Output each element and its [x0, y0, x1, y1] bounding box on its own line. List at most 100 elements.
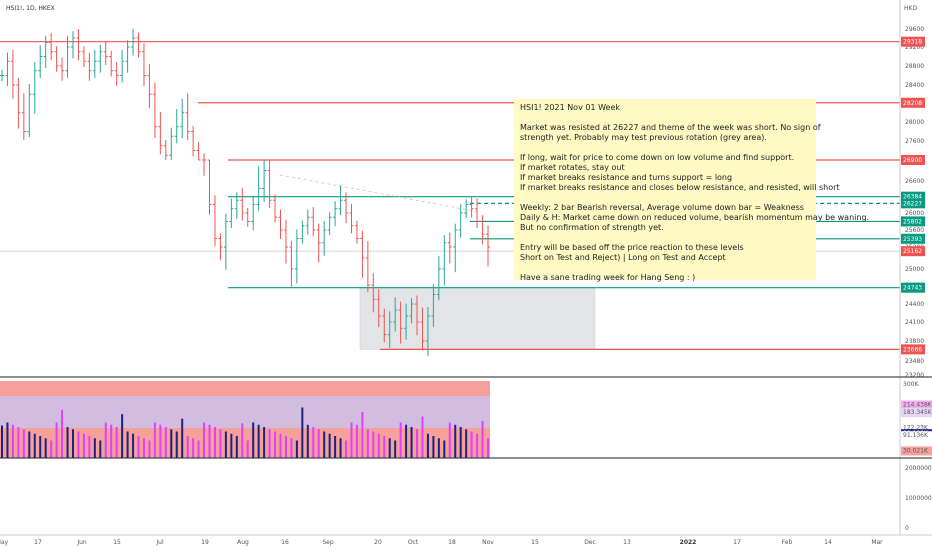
volume-bar: [142, 438, 145, 458]
time-tick-label: May: [0, 539, 9, 546]
time-tick-label: Jul: [155, 539, 164, 546]
time-tick-label: 2022: [680, 539, 697, 546]
oi-axis-label: 1000000: [905, 495, 932, 502]
volume-bar: [82, 433, 85, 458]
volume-bar: [421, 416, 424, 458]
volume-bar: [454, 424, 457, 458]
note-line: strength yet. Probably may test previous…: [520, 133, 767, 142]
volume-bar: [257, 424, 260, 458]
price-tick-label: 29200: [905, 44, 924, 51]
price-tick-label: 24400: [905, 301, 924, 308]
time-tick-label: 13: [623, 539, 631, 546]
price-tick-label: 29600: [905, 26, 924, 33]
time-tick-label: 15: [113, 539, 121, 546]
volume-bar: [99, 440, 102, 458]
volume-bar: [213, 427, 216, 458]
volume-bar: [235, 436, 238, 458]
level-tag-text: 23666: [903, 346, 922, 353]
level-tag-text: 26900: [903, 157, 922, 164]
time-tick-label: Mar: [871, 539, 883, 546]
volume-bar: [203, 422, 206, 458]
candles: [0, 29, 490, 356]
oi-axis: 2000000 1000000 0: [905, 465, 932, 532]
volume-bar: [405, 424, 408, 458]
volume-bar: [487, 438, 489, 458]
volume-bar: [17, 427, 20, 458]
note-line: If market breaks resistance and closes b…: [520, 183, 840, 192]
analysis-note[interactable]: HSI1! 2021 Nov 01 Week Market was resiste…: [514, 99, 869, 282]
volume-axis-label: 300K: [903, 381, 919, 388]
level-tag-text: 29318: [903, 39, 922, 46]
price-tick-label: 23800: [905, 338, 924, 345]
price-tick-label: 24100: [905, 319, 924, 326]
volume-axis-label: 122.23K: [903, 424, 929, 431]
time-tick-label: Sep: [322, 539, 334, 546]
volume-bar: [274, 431, 277, 458]
volume-bar: [328, 433, 331, 458]
volume-bar: [317, 429, 320, 458]
volume-bar: [301, 407, 304, 458]
volume-tag: [901, 431, 932, 441]
volume-bar: [470, 431, 473, 458]
volume-axis-label: 183.345K: [903, 409, 932, 416]
volume-bar: [295, 440, 298, 458]
volume-tag: [901, 408, 932, 418]
note-line: If market rotates, stay out: [520, 163, 625, 172]
price-tick-label: 25000: [905, 266, 924, 273]
volume-bar: [192, 438, 195, 458]
note-line: Have a sane trading week for Hang Seng :…: [520, 273, 695, 282]
level-tag-text: 24743: [903, 285, 922, 292]
volume-bar: [284, 436, 287, 458]
volume-axis-label: 30.021K: [903, 447, 929, 454]
volume-bar: [50, 440, 53, 458]
volume-bar: [268, 429, 271, 458]
note-line: HSI1! 2021 Nov 01 Week: [520, 103, 620, 112]
volume-bar: [164, 427, 167, 458]
level-tag-29318: [901, 36, 925, 47]
level-tag-23666: [901, 344, 925, 355]
volume-bar: [323, 431, 326, 458]
volume-bar: [115, 427, 118, 458]
volume-bar: [350, 422, 353, 458]
volume-bar: [110, 424, 113, 458]
level-tag-text: 28208: [903, 100, 922, 107]
time-tick-label: Jun: [76, 539, 87, 546]
price-tick-label: 26600: [905, 178, 924, 185]
volume-bar: [481, 421, 484, 458]
volume-bar: [170, 429, 173, 458]
volume-bar: [11, 424, 14, 458]
time-axis[interactable]: May 17 Jun 15 Jul 19 Aug 16 Sep 20 Oct 18 Nov 15 Dec 13…: [0, 539, 883, 546]
level-tag-26900: [901, 155, 925, 165]
volume-bar: [345, 440, 348, 458]
volume-tag: [901, 446, 932, 456]
volume-bar: [383, 436, 386, 458]
level-tag-26384: [901, 191, 925, 202]
level-tag-text: 25162: [903, 248, 922, 255]
volume-bar: [399, 422, 402, 458]
note-line: Weekly: 2 bar Bearish reversal, Average …: [520, 203, 804, 212]
level-tag-25162: [901, 246, 925, 257]
volume-bar: [476, 433, 479, 458]
volume-bar: [263, 427, 266, 458]
volume-bar: [334, 436, 337, 458]
volume-bar: [361, 412, 364, 458]
volume-bar: [279, 433, 282, 458]
volume-bar: [66, 427, 69, 458]
volume-bar: [175, 431, 178, 458]
volume-bar: [33, 433, 36, 458]
volume-pane[interactable]: [0, 381, 490, 458]
volume-bar: [104, 422, 107, 458]
grey-rotation-area: [359, 287, 596, 350]
volume-bar: [44, 438, 47, 458]
note-line: But no confirmation of strength yet.: [520, 223, 664, 232]
volume-bar: [88, 436, 91, 458]
volume-bar: [93, 438, 96, 458]
volume-bar: [465, 429, 468, 458]
time-tick-label: 17: [34, 539, 42, 546]
volume-bar: [224, 431, 227, 458]
volume-bar: [241, 423, 244, 458]
volume-bar: [219, 429, 222, 458]
price-tick-label: 27600: [905, 138, 924, 145]
